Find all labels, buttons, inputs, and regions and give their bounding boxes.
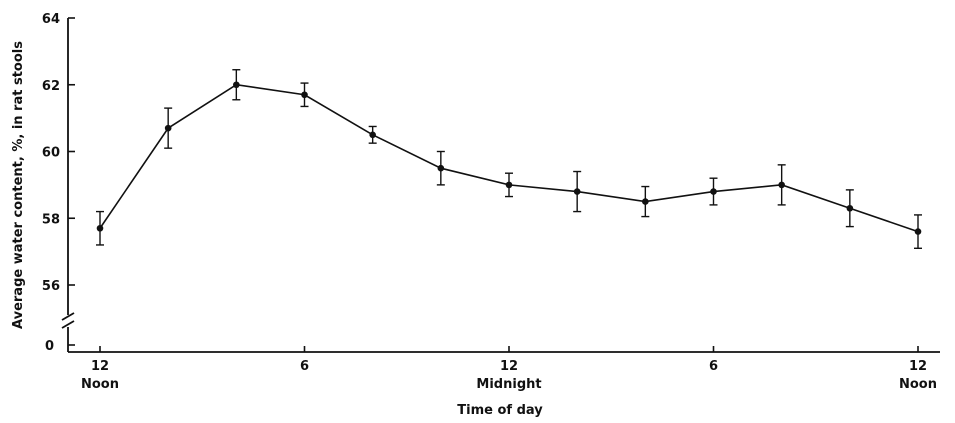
data-point <box>164 124 172 132</box>
x-tick-label: 12 <box>91 359 109 374</box>
y-tick-label: 62 <box>42 79 60 94</box>
x-axis-label: Time of day <box>457 403 543 418</box>
data-point <box>778 181 785 189</box>
x-tick-label: 12 <box>909 359 927 374</box>
data-point <box>505 181 513 189</box>
y-axis-break-mark <box>61 320 75 329</box>
x-tick-sublabel: Noon <box>81 377 119 392</box>
data-point <box>96 224 104 232</box>
x-tick-sublabel: Midnight <box>476 377 541 392</box>
data-point <box>710 188 717 195</box>
y-axis-label: Average water content, %, in rat stools <box>11 41 26 329</box>
data-point <box>914 228 922 235</box>
y-axis-break-mark <box>61 312 75 321</box>
data-point <box>642 198 649 205</box>
data-point <box>301 91 308 99</box>
x-ticks: 12 Noon 6 12 Midnight 6 12 Noon <box>81 346 937 392</box>
x-tick-label: 6 <box>300 359 309 374</box>
series-marks <box>96 69 922 249</box>
series-line <box>99 83 919 233</box>
axes <box>61 18 940 353</box>
y-tick-label: 56 <box>42 279 60 294</box>
y-tick-label: 58 <box>42 212 60 227</box>
data-point <box>233 81 240 89</box>
data-point <box>573 188 581 195</box>
data-point <box>846 204 854 212</box>
data-point <box>369 131 376 139</box>
y-ticks: 56 58 60 62 64 0 <box>42 12 75 354</box>
y-tick-label: 64 <box>42 12 60 27</box>
x-tick-sublabel: Noon <box>899 377 937 392</box>
y-tick-label: 60 <box>42 146 60 161</box>
x-tick-label: 12 <box>500 359 518 374</box>
data-point <box>437 164 445 172</box>
x-tick-label: 6 <box>709 359 718 374</box>
y-tick-label-zero: 0 <box>45 339 54 354</box>
